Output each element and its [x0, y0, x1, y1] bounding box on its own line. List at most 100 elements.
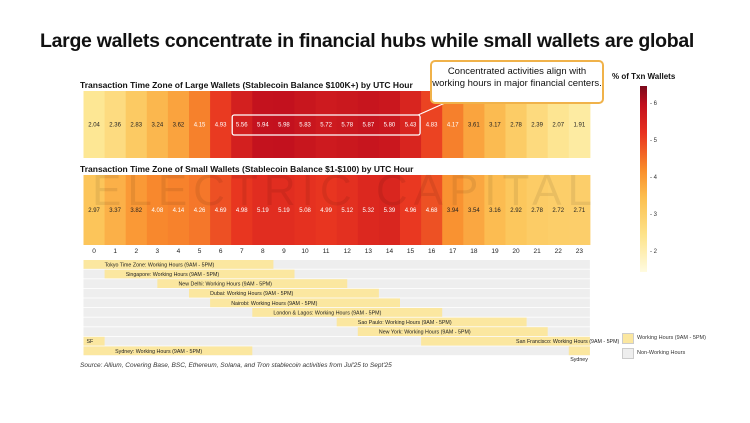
cell-value-label: 2.71: [574, 208, 586, 214]
cell-value-label: 5.83: [299, 123, 311, 129]
x-tick-label: 22: [555, 248, 563, 255]
heatmap-cell: [463, 91, 485, 158]
heatmap-cell: [210, 175, 232, 245]
working-hours-bar: [357, 327, 548, 336]
heatmap-cell: [442, 91, 464, 158]
heatmap-cell: [484, 175, 506, 245]
timezone-label: San Francisco: Working Hours (9AM - 5PM): [516, 339, 619, 345]
heatmap-cell: [104, 175, 127, 245]
x-tick-label: 7: [240, 248, 244, 255]
x-tick-label: 3: [156, 248, 160, 255]
x-tick-label: 14: [386, 248, 394, 255]
cell-value-label: 5.78: [341, 123, 353, 129]
x-tick-label: 23: [576, 248, 584, 255]
heatmap-cell: [505, 91, 528, 158]
working-hours-bar: [252, 308, 443, 317]
cell-value-label: 5.43: [405, 123, 417, 129]
cell-value-label: 5.98: [278, 123, 290, 129]
cell-value-label: 1.91: [574, 123, 586, 129]
timezone-label: Dubai: Working Hours (9AM - 5PM): [210, 291, 293, 297]
cell-value-label: 4.69: [215, 208, 227, 214]
colorbar: [640, 86, 647, 272]
non-working-row: [83, 346, 590, 356]
colorbar-tick: - 6: [650, 100, 658, 107]
x-tick-label: 15: [407, 248, 415, 255]
heatmap-cell: [378, 175, 401, 245]
heatmap-cell: [189, 175, 211, 245]
colorbar-tick: - 5: [650, 137, 658, 144]
heatmap-cell: [378, 91, 401, 158]
figure-title: Large wallets concentrate in financial h…: [40, 30, 695, 52]
cell-value-label: 4.14: [173, 208, 185, 214]
heatmap-cell: [484, 91, 506, 158]
heatmap-cell: [547, 175, 570, 245]
cell-value-label: 5.72: [320, 123, 332, 129]
heatmap-cell: [125, 91, 148, 158]
cell-value-label: 5.12: [341, 208, 353, 214]
x-tick-label: 17: [449, 248, 457, 255]
small-heatmap-title: Transaction Time Zone of Small Wallets (…: [80, 164, 414, 174]
heatmap-cell: [294, 91, 317, 158]
working-hours-bar: [189, 288, 379, 298]
cell-value-label: 2.36: [109, 123, 121, 129]
cell-value-label: 2.78: [531, 208, 543, 214]
heatmap-cell: [273, 91, 295, 158]
cell-value-label: 5.19: [278, 208, 290, 214]
cell-value-label: 2.04: [88, 123, 100, 129]
non-working-row: [83, 327, 590, 336]
heatmap-cell: [146, 175, 169, 245]
cell-value-label: 3.17: [489, 123, 501, 129]
cell-value-label: 5.19: [257, 208, 269, 214]
cell-value-label: 3.62: [173, 123, 185, 129]
legend-working-label: Working Hours (9AM - 5PM): [637, 335, 706, 341]
working-hours-bar: [83, 260, 274, 269]
large-heatmap-title: Transaction Time Zone of Large Wallets (…: [80, 80, 413, 90]
heatmap-cell: [231, 91, 253, 158]
colorbar-title: % of Txn Wallets: [612, 72, 676, 81]
heatmap-cell: [83, 175, 106, 245]
x-tick-label: 5: [198, 248, 202, 255]
heatmap-cell: [357, 175, 380, 245]
cell-value-label: 5.56: [236, 123, 248, 129]
cell-value-label: 4.83: [426, 123, 438, 129]
cell-value-label: 4.93: [215, 123, 227, 129]
x-tick-label: 2: [134, 248, 138, 255]
heatmap-cell: [167, 91, 190, 158]
cell-value-label: 5.80: [384, 123, 396, 129]
cell-value-label: 3.37: [109, 208, 121, 214]
timezone-label: Nairobi: Working Hours (9AM - 5PM): [231, 301, 317, 307]
heatmap-cell: [336, 91, 359, 158]
x-tick-label: 13: [365, 248, 373, 255]
cell-value-label: 2.92: [510, 208, 522, 214]
cell-value-label: 2.07: [552, 123, 564, 129]
working-hours-bar: [157, 279, 348, 288]
heatmap-cell: [442, 175, 464, 245]
heatmap-cell: [252, 91, 274, 158]
x-tick-label: 0: [92, 248, 96, 255]
x-tick-label: 20: [512, 248, 520, 255]
cell-value-label: 2.39: [531, 123, 543, 129]
timezone-label: Tokyo Time Zone: Working Hours (9AM - 5P…: [105, 262, 215, 268]
heatmap-cell: [526, 175, 549, 245]
x-tick-label: 1: [113, 248, 117, 255]
heatmap-cell: [252, 175, 274, 245]
watermark: ELECTRIC CAPITAL: [92, 166, 598, 215]
timezone-label: London & Lagos: Working Hours (9AM - 5PM…: [273, 310, 381, 316]
legend-nonworking-swatch: [622, 348, 634, 359]
non-working-row: [83, 269, 590, 279]
heatmap-cell: [315, 175, 338, 245]
colorbar-tick: - 2: [650, 249, 658, 256]
heatmap-cell: [189, 91, 211, 158]
cell-value-label: 3.61: [468, 123, 480, 129]
x-tick-label: 18: [470, 248, 478, 255]
cell-value-label: 4.98: [236, 208, 248, 214]
x-tick-label: 4: [177, 248, 181, 255]
cell-value-label: 4.15: [194, 123, 206, 129]
non-working-row: [83, 336, 590, 346]
cell-value-label: 3.54: [468, 208, 480, 214]
heatmap-cell: [210, 91, 232, 158]
x-tick-label: 8: [261, 248, 265, 255]
x-tick-label: 10: [301, 248, 309, 255]
callout-annotation: Concentrated activities align with worki…: [430, 60, 604, 104]
heatmap-cell: [526, 91, 549, 158]
